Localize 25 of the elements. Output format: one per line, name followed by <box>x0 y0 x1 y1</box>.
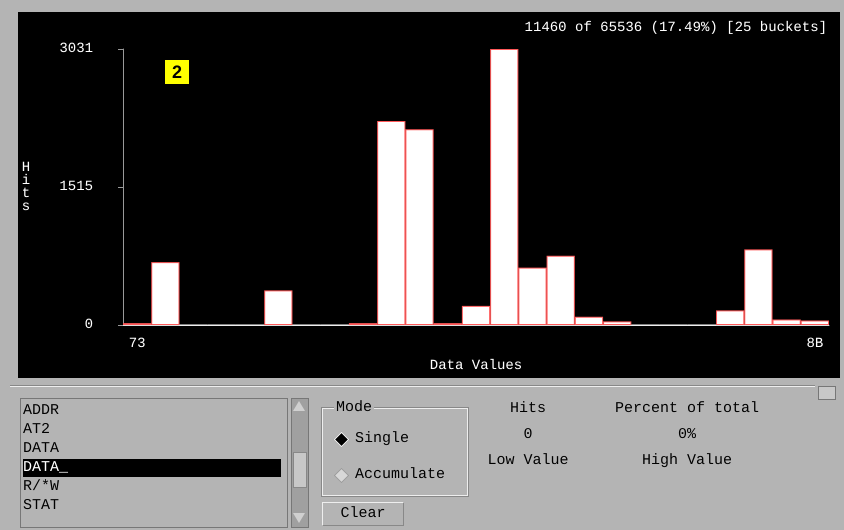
y-tick-label: 1515 <box>59 179 93 196</box>
text: ADDR <box>23 402 60 420</box>
y-tick-label: 0 <box>84 317 93 333</box>
x-tick-label: 73 <box>128 336 146 352</box>
text: DATA <box>23 440 60 458</box>
text: Percent of total <box>614 400 760 418</box>
y-tick-label: 3031 <box>59 41 93 57</box>
text: 0 <box>522 426 534 444</box>
chart-title: 11460 of 65536 (17.49%) [25 buckets] <box>524 20 828 36</box>
text: High Value <box>640 452 733 470</box>
text: AT2 <box>23 421 52 439</box>
text: DATA_ <box>23 459 281 477</box>
x-tick-label: 8B <box>806 336 824 352</box>
text: Accumulate <box>355 466 446 484</box>
text: R/*W <box>23 478 60 496</box>
annotation: 2 <box>165 60 189 84</box>
text: Single <box>355 430 410 448</box>
y-axis-title: Hits <box>18 160 34 212</box>
x-axis-title: Data Values <box>430 358 522 374</box>
text: STAT <box>23 497 60 515</box>
text: Hits <box>510 400 546 417</box>
text: 0% <box>676 426 697 444</box>
text: Clear <box>322 502 404 526</box>
text: Low Value <box>487 452 568 469</box>
text: Mode <box>334 399 374 417</box>
